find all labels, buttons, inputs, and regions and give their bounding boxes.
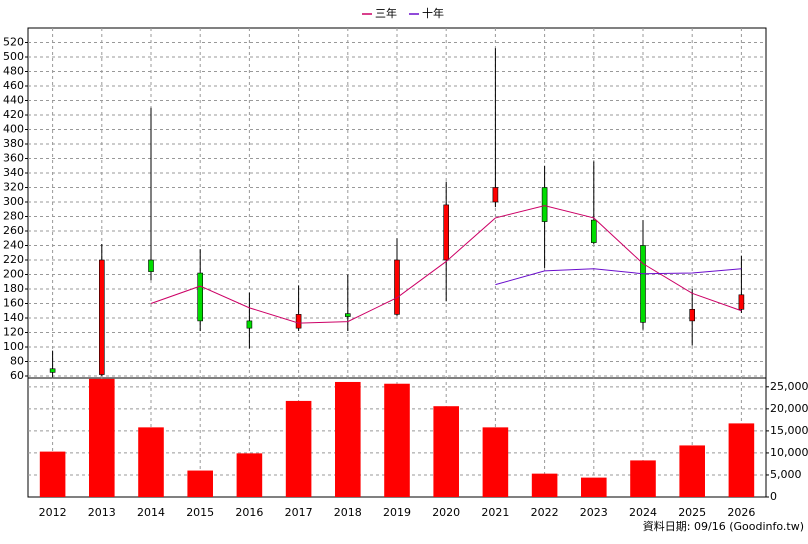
x-tick-label: 2021 [481,506,509,519]
candle-body [590,219,597,243]
volume-bar [531,473,558,497]
volume-bar [39,451,66,497]
y-tick-label: 80 [10,355,24,368]
volume-bar [581,477,607,497]
candle-body [49,368,56,373]
x-tick-label: 2025 [678,506,706,519]
candle-body [689,308,696,322]
ma-line [495,268,742,286]
volume-bar [285,400,312,497]
y-tick-label: 320 [3,181,24,194]
x-tick-label: 2019 [383,506,411,519]
volume-bar [679,445,705,497]
candle-body [246,320,253,329]
y-tick-label: 200 [3,268,24,281]
x-tick-label: 2012 [39,506,67,519]
x-tick-label: 2026 [727,506,755,519]
y-tick-label: 120 [3,326,24,339]
y-tick-label: 220 [3,253,24,266]
y-tick-label: 500 [3,50,24,63]
candle-body [148,259,154,272]
y-tick-label: 460 [3,79,24,92]
y-tick-label: 380 [3,137,24,150]
y-tick-label: 140 [3,311,24,324]
volume-bar [384,383,410,497]
volume-bar [630,460,656,497]
candle-body [197,272,203,322]
x-tick-label: 2013 [88,506,116,519]
candle-body [99,259,105,375]
footer: 資料日期: 09/16 (Goodinfo.tw) [643,519,804,533]
y-tick-label: 400 [3,123,24,136]
y2-tick-label: 0 [770,490,777,503]
y2-tick-label: 10,000 [770,446,808,459]
y-tick-label: 480 [3,65,24,78]
y-tick-label: 300 [3,195,24,208]
volume-bar [89,378,115,497]
y2-tick-label: 15,000 [770,424,808,437]
y2-tick-label: 25,000 [770,380,808,393]
volume-bar [236,453,263,497]
y2-tick-label: 5,000 [770,468,802,481]
y-tick-label: 60 [10,369,24,382]
candle-body [640,245,646,323]
x-tick-label: 2016 [235,506,263,519]
ma-line [150,205,742,324]
y-tick-label: 180 [3,282,24,295]
volume-bar [728,423,755,497]
legend-label: 三年 [375,6,397,20]
y-tick-label: 340 [3,166,24,179]
volume-bar [433,406,459,497]
legend-label: 十年 [422,6,444,20]
y-tick-label: 240 [3,239,24,252]
candle-body [492,187,499,203]
x-tick-label: 2020 [432,506,460,519]
y-tick-label: 440 [3,94,24,107]
x-tick-label: 2017 [285,506,313,519]
y2-tick-label: 20,000 [770,402,808,415]
volume-bar [482,427,509,497]
y-tick-label: 360 [3,152,24,165]
x-tick-label: 2018 [334,506,362,519]
y-tick-label: 160 [3,297,24,310]
x-tick-label: 2022 [531,506,559,519]
y-tick-label: 100 [3,340,24,353]
candle-body [344,313,351,317]
volume-bar [335,381,361,497]
x-tick-label: 2014 [137,506,165,519]
y-tick-label: 280 [3,210,24,223]
y-tick-label: 520 [3,36,24,49]
candle-body [443,204,450,261]
x-tick-label: 2024 [629,506,657,519]
candle-body [394,259,400,315]
candle-body [738,294,745,310]
x-tick-label: 2015 [186,506,214,519]
y-tick-label: 420 [3,108,24,121]
y-tick-label: 260 [3,224,24,237]
x-tick-label: 2023 [580,506,608,519]
candle-body [295,314,302,329]
volume-bar [187,470,213,497]
volume-bar [138,427,164,497]
candle-body [541,187,548,222]
